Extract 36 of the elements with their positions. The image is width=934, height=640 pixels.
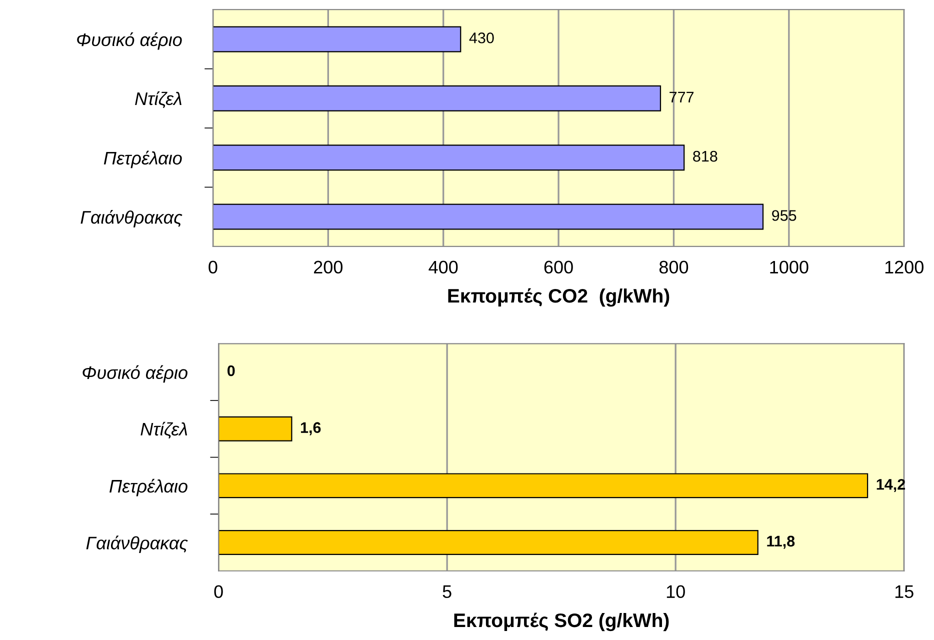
bar bbox=[212, 144, 685, 171]
x-tick-label: 10 bbox=[666, 585, 685, 598]
y-tick-label: Πετρέλαιο bbox=[110, 478, 188, 496]
data-label: 777 bbox=[670, 92, 694, 102]
x-tick-label: 600 bbox=[544, 260, 573, 274]
data-label: 1,6 bbox=[300, 422, 321, 436]
data-label: 430 bbox=[469, 32, 494, 44]
x-tick-label: 800 bbox=[659, 260, 688, 274]
bar bbox=[218, 473, 868, 498]
y-tick-label: Γαιάνθρακας bbox=[80, 210, 182, 228]
x-tick-label: 1000 bbox=[770, 260, 808, 274]
x-axis-title: Εκπομπές SO2 (g/kWh) bbox=[454, 612, 669, 632]
y-tick-label: Ντίζελ bbox=[140, 422, 188, 439]
x-tick-label: 0 bbox=[214, 585, 223, 598]
bar bbox=[212, 85, 662, 112]
x-tick-label: 400 bbox=[428, 260, 458, 274]
y-tick-label: Ντίζελ bbox=[135, 91, 182, 108]
x-axis-title: Εκπομπές CO2 (g/kWh) bbox=[448, 288, 670, 307]
data-label: 818 bbox=[693, 150, 718, 162]
x-tick-label: 200 bbox=[314, 260, 343, 274]
y-tick-label: Γαιάνθρακας bbox=[86, 536, 188, 554]
bar bbox=[218, 530, 758, 555]
data-label: 0 bbox=[227, 365, 235, 376]
x-tick-label: 5 bbox=[442, 585, 452, 598]
bar bbox=[218, 416, 292, 442]
data-label: 14,2 bbox=[876, 478, 906, 492]
x-tick-label: 15 bbox=[895, 585, 914, 598]
x-tick-label: 0 bbox=[208, 260, 218, 274]
bar bbox=[212, 26, 462, 52]
data-label: 955 bbox=[772, 210, 796, 221]
bar bbox=[212, 204, 764, 230]
data-label: 11,8 bbox=[767, 536, 795, 549]
y-tick-label: Φυσικό αέριο bbox=[77, 32, 182, 50]
x-tick-label: 1200 bbox=[885, 260, 924, 274]
y-tick-label: Φυσικό αέριο bbox=[82, 365, 188, 383]
y-tick-label: Πετρέλαιο bbox=[104, 150, 182, 168]
